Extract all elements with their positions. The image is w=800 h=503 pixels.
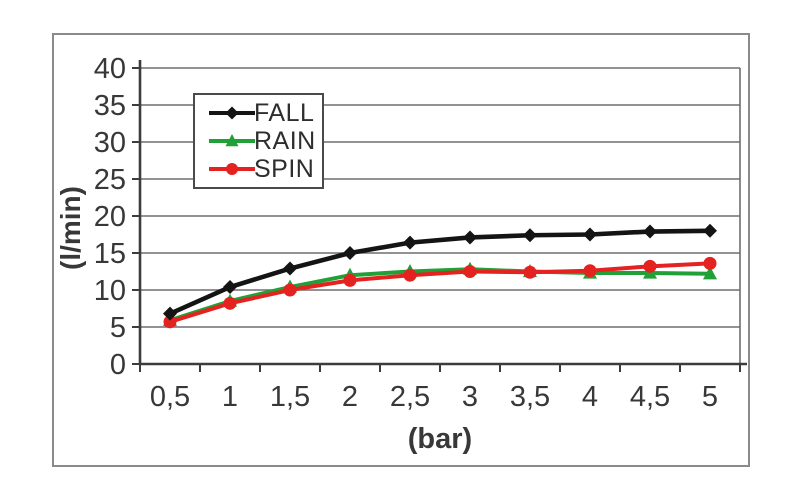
legend-label-rain: RAIN: [254, 126, 316, 155]
x-tick-label: 2: [342, 381, 358, 413]
series-point-fall: [403, 235, 417, 250]
legend-swatch-fall: [209, 106, 255, 120]
series-spin: [163, 256, 717, 329]
legend-swatch-spin: [209, 163, 255, 175]
legend-swatch-rain: [209, 134, 255, 147]
series-point-spin: [283, 283, 297, 297]
y-tick-label: 25: [94, 164, 126, 196]
x-tick-label: 1,5: [270, 381, 310, 413]
y-tick-label: 20: [94, 201, 126, 233]
series-point-fall: [283, 261, 297, 276]
series-point-fall: [343, 246, 357, 260]
chart-legend: FALL RAIN SPIN: [193, 93, 324, 189]
series-point-fall: [523, 228, 537, 243]
series-point-spin: [163, 315, 177, 329]
legend-item-rain: RAIN: [209, 126, 318, 155]
y-tick-label: 30: [94, 127, 126, 159]
y-tick-label: 15: [94, 238, 126, 270]
series-fall: [163, 223, 717, 321]
series-point-fall: [223, 280, 237, 295]
x-tick-label: 4: [582, 381, 598, 413]
x-tick-label: 0,5: [150, 381, 190, 413]
legend-label-spin: SPIN: [254, 154, 315, 183]
series-point-fall: [583, 227, 597, 242]
series-line-spin: [168, 261, 712, 324]
x-tick-label: 5: [702, 381, 718, 413]
series-point-fall: [703, 223, 717, 238]
legend-marker-fall: [225, 106, 239, 120]
series-line-fall: [167, 228, 713, 316]
series-point-fall: [163, 306, 177, 321]
x-tick-label: 3,5: [510, 381, 550, 413]
series-point-spin: [703, 256, 717, 270]
series-line-rain: [168, 267, 712, 323]
x-tick-label: 3: [462, 381, 478, 413]
series-point-spin: [223, 296, 237, 310]
x-tick-label: 4,5: [630, 381, 670, 413]
x-axis-title: (bar): [408, 423, 472, 455]
series-point-fall: [463, 230, 477, 245]
series-point-spin: [463, 265, 477, 278]
series-point-spin: [643, 259, 657, 273]
y-tick-label: 0: [110, 349, 126, 381]
y-tick-label: 10: [94, 275, 126, 307]
series-point-spin: [343, 273, 357, 287]
chart-figure: (bar) (l/min) 0 5 10 15 20 25 30 35 40 0,5 1 1,5 2 2,…: [52, 33, 750, 467]
series-point-rain: [703, 266, 717, 280]
series-point-fall: [643, 224, 657, 239]
y-tick-label: 40: [94, 53, 126, 85]
y-axis-title: (l/min): [55, 186, 86, 270]
legend-item-spin: SPIN: [209, 154, 318, 183]
series-point-spin: [523, 265, 537, 279]
series-point-spin: [403, 268, 417, 282]
legend-label-fall: FALL: [254, 98, 315, 127]
x-tick-label: 2,5: [390, 381, 430, 413]
x-tick-label: 1: [222, 381, 238, 413]
series-point-spin: [583, 264, 597, 278]
legend-marker-spin: [226, 163, 238, 175]
legend-item-fall: FALL: [209, 98, 318, 127]
y-tick-label: 35: [94, 90, 126, 122]
legend-marker-rain: [225, 134, 239, 147]
y-tick-label: 5: [110, 312, 126, 344]
